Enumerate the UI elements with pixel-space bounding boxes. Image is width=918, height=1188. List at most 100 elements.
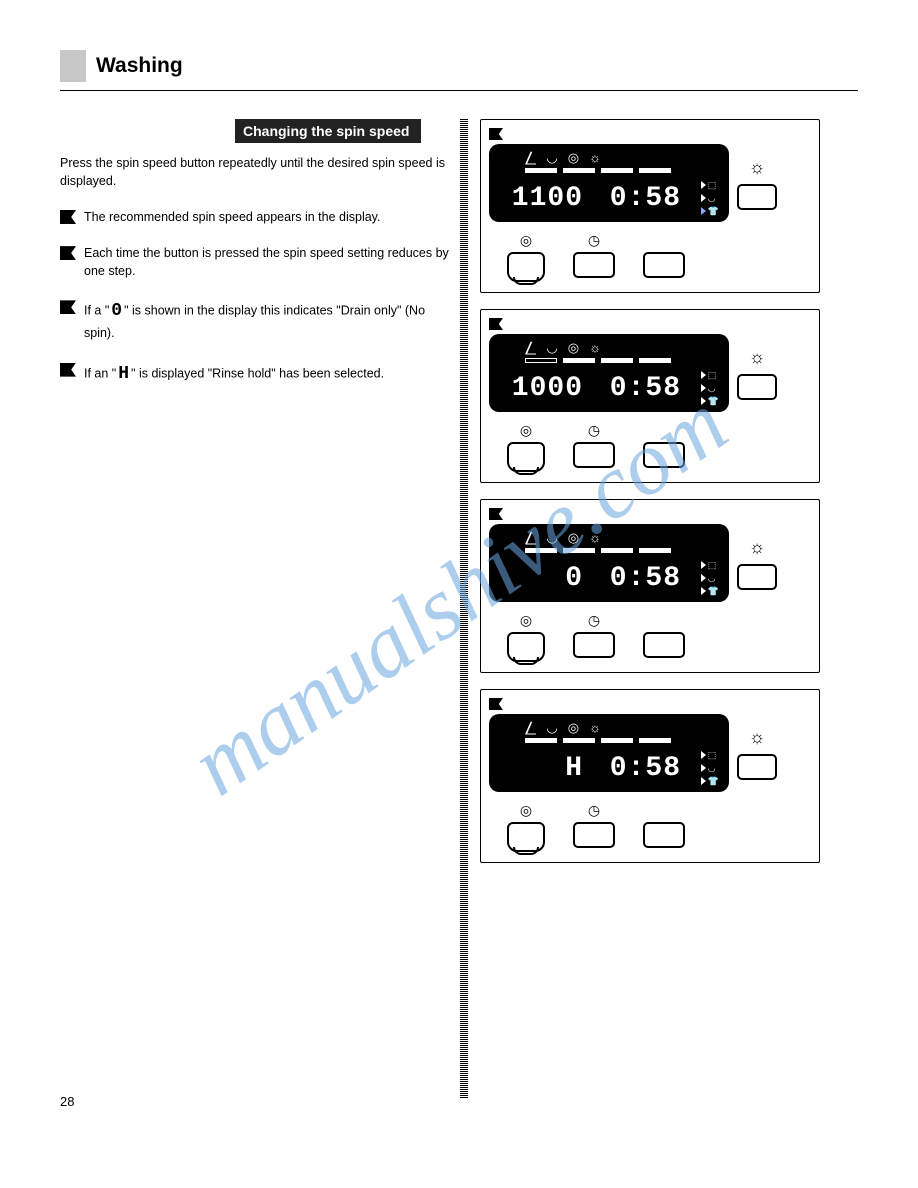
- delay-start-button[interactable]: [573, 822, 615, 848]
- section-heading-row: Changing the spin speed: [60, 119, 460, 143]
- option-sun-icon: ☼: [749, 157, 766, 178]
- lcd-option-indicators: ⬚ ◡ 👕: [701, 750, 721, 787]
- bullet-item: If an "H" is displayed "Rinse hold" has …: [60, 361, 460, 387]
- rinse-icon: ◡: [546, 150, 557, 168]
- delay-start-button[interactable]: [573, 442, 615, 468]
- indicator-icon: [701, 384, 706, 392]
- bullet-text: If a "0" is shown in the display this in…: [84, 298, 450, 342]
- instructions-column: Changing the spin speed Press the spin s…: [60, 119, 460, 1099]
- delay-button-icon: ◷: [588, 422, 600, 438]
- page-number: 28: [60, 1094, 74, 1109]
- delay-start-button[interactable]: [573, 632, 615, 658]
- bullet-text: The recommended spin speed appears in th…: [84, 208, 450, 226]
- indicator-icon: [701, 777, 706, 785]
- generic-button[interactable]: [643, 632, 685, 658]
- bullet-icon: [60, 246, 76, 260]
- wash-icon: ⎳: [525, 150, 536, 168]
- spin-speed-value: 1000: [497, 373, 589, 404]
- panel-mark-icon: [489, 318, 503, 330]
- delay-button-icon: ◷: [588, 612, 600, 628]
- sun-icon: ☼: [589, 720, 601, 738]
- page-title: Washing: [96, 54, 183, 78]
- indicator-icon: [701, 574, 706, 582]
- progress-bar-segment: [601, 168, 633, 173]
- panel-mark-icon: [489, 128, 503, 140]
- divider-and-panels: ⎳ ◡ ◎ ☼: [460, 119, 820, 1099]
- spin-speed-value: 1100: [497, 183, 589, 214]
- wash-icon: ⎳: [525, 720, 536, 738]
- section-mark-icon: [60, 50, 86, 82]
- option-button[interactable]: [737, 754, 777, 780]
- option-button[interactable]: [737, 374, 777, 400]
- lcd-option-indicators: ⬚ ◡ 👕: [701, 560, 721, 597]
- rinse-icon: ◡: [546, 720, 557, 738]
- progress-bar-segment: [525, 358, 557, 363]
- time-value: 0:58: [589, 183, 681, 214]
- spin-speed-value: H: [497, 753, 589, 784]
- delay-button-icon: ◷: [588, 232, 600, 248]
- progress-bar-segment: [563, 548, 595, 553]
- indicator-icon: [701, 371, 706, 379]
- spin-speed-button[interactable]: [507, 822, 545, 852]
- time-value: 0:58: [589, 753, 681, 784]
- spin-button-icon: ◎: [520, 422, 532, 438]
- sun-icon: ☼: [589, 150, 601, 168]
- bullet-icon: [60, 363, 76, 377]
- spin-icon: ◎: [568, 530, 579, 548]
- progress-bar-segment: [639, 168, 671, 173]
- bullet-item: If a "0" is shown in the display this in…: [60, 298, 460, 342]
- panel-mark-icon: [489, 508, 503, 520]
- indicator-icon: [701, 397, 706, 405]
- spin-button-icon: ◎: [520, 802, 532, 818]
- lcd-option-indicators: ⬚ ◡ 👕: [701, 370, 721, 407]
- progress-bar-segment: [639, 738, 671, 743]
- panels-column: ⎳ ◡ ◎ ☼: [480, 119, 820, 1099]
- progress-bar-segment: [525, 548, 557, 553]
- generic-button[interactable]: [643, 252, 685, 278]
- spin-speed-button[interactable]: [507, 252, 545, 282]
- indicator-icon: [701, 587, 706, 595]
- progress-bar-segment: [601, 738, 633, 743]
- delay-start-button[interactable]: [573, 252, 615, 278]
- bullet-icon: [60, 210, 76, 224]
- display-panel: ⎳ ◡ ◎ ☼: [480, 119, 820, 293]
- sun-icon: ☼: [589, 340, 601, 358]
- lcd-display: ⎳ ◡ ◎ ☼: [489, 334, 729, 412]
- option-button[interactable]: [737, 184, 777, 210]
- lcd-display: ⎳ ◡ ◎ ☼: [489, 524, 729, 602]
- sun-icon: ☼: [589, 530, 601, 548]
- indicator-icon: [701, 561, 706, 569]
- bullet-item: Each time the button is pressed the spin…: [60, 244, 460, 280]
- generic-button[interactable]: [643, 442, 685, 468]
- spin-button-icon: ◎: [520, 612, 532, 628]
- indicator-selected-icon: [701, 207, 706, 215]
- spin-speed-button[interactable]: [507, 442, 545, 472]
- manual-page: Washing Changing the spin speed Press th…: [0, 0, 918, 1139]
- page-header: Washing: [60, 50, 858, 82]
- spin-icon: ◎: [568, 340, 579, 358]
- delay-button-icon: ◷: [588, 802, 600, 818]
- indicator-icon: [701, 194, 706, 202]
- time-value: 0:58: [589, 563, 681, 594]
- spin-button-icon: ◎: [520, 232, 532, 248]
- progress-bar-segment: [525, 168, 557, 173]
- rinse-icon: ◡: [546, 340, 557, 358]
- seg-glyph-zero: 0: [111, 298, 122, 324]
- progress-bar-segment: [563, 358, 595, 363]
- progress-bar-segment: [639, 548, 671, 553]
- progress-bar-segment: [639, 358, 671, 363]
- wash-icon: ⎳: [525, 530, 536, 548]
- progress-bar-segment: [563, 738, 595, 743]
- spin-speed-button[interactable]: [507, 632, 545, 662]
- progress-bar-segment: [601, 548, 633, 553]
- header-rule: [60, 90, 858, 91]
- bullet-text: If an "H" is displayed "Rinse hold" has …: [84, 361, 450, 387]
- spin-icon: ◎: [568, 150, 579, 168]
- indicator-icon: [701, 181, 706, 189]
- option-button[interactable]: [737, 564, 777, 590]
- display-panel: ⎳ ◡ ◎ ☼: [480, 309, 820, 483]
- generic-button[interactable]: [643, 822, 685, 848]
- spin-speed-value: 0: [497, 563, 589, 594]
- lcd-display: ⎳ ◡ ◎ ☼: [489, 714, 729, 792]
- lcd-option-indicators: ⬚ ◡ 👕: [701, 180, 721, 217]
